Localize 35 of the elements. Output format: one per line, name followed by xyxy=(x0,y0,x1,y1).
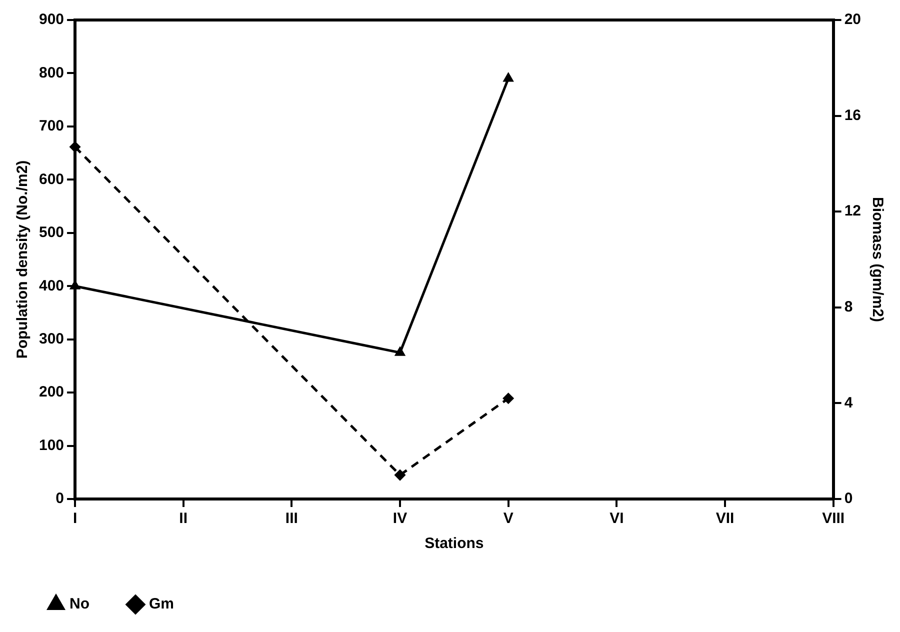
y2-axis-title: Biomass (gm/m2) xyxy=(868,196,886,322)
x-tick-label: VI xyxy=(610,510,624,528)
x-tick-label: V xyxy=(503,510,514,528)
y-tick-label: 900 xyxy=(38,11,64,28)
x-tick-label: III xyxy=(285,510,298,528)
y-tick-label: 0 xyxy=(56,490,64,508)
y-tick-label: 200 xyxy=(38,384,64,401)
point xyxy=(504,73,514,82)
legend-label: No xyxy=(70,596,90,613)
x-tick-label: VII xyxy=(716,510,734,528)
y-tick-label: 500 xyxy=(38,224,64,242)
point xyxy=(70,280,80,290)
point xyxy=(395,347,405,356)
y-tick-label: 600 xyxy=(38,170,64,188)
point xyxy=(394,470,406,480)
point xyxy=(503,393,514,404)
x-tick-label: VIII xyxy=(822,510,845,528)
y-tick-label: 100 xyxy=(38,436,64,454)
y2-tick-label: 20 xyxy=(844,11,862,28)
legend-label: Gm xyxy=(148,596,174,613)
y2-tick-label: 8 xyxy=(844,298,853,316)
y-tick-label: 400 xyxy=(38,277,64,294)
y2-tick-label: 4 xyxy=(844,394,854,412)
point xyxy=(70,142,80,152)
x-axis-title: Stations xyxy=(424,535,484,552)
x-tick-label: IV xyxy=(392,510,408,528)
y2-tick-label: 16 xyxy=(844,106,862,124)
y-tick-label: 800 xyxy=(38,64,64,82)
x-tick-label: II xyxy=(179,510,188,528)
y2-tick-label: 12 xyxy=(844,202,862,220)
y-axis-title: Population density (No./m2) xyxy=(14,160,32,359)
y-tick-label: 700 xyxy=(38,118,64,135)
y-tick-label: 300 xyxy=(38,330,64,348)
x-tick-label: I xyxy=(72,510,78,528)
y2-tick-label: 0 xyxy=(844,490,853,508)
